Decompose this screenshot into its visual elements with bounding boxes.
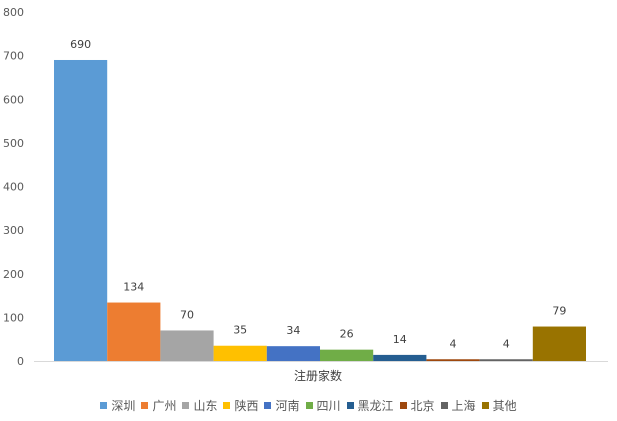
legend: 深圳 广州 山东 陕西 河南 四川 黑龙江 北京 上海 其他 [0,397,617,414]
legend-swatch [481,402,489,409]
data-label: 26 [340,328,354,341]
data-label: 70 [180,308,194,321]
bar [479,359,533,361]
legend-item: 深圳 [100,397,135,414]
legend-swatch [264,402,272,409]
legend-item: 河南 [264,397,300,414]
legend-label: 河南 [275,399,300,413]
x-category-label: 注册家数 [294,368,342,383]
legend-label: 黑龙江 [357,399,394,413]
data-label: 4 [450,337,457,350]
data-label: 134 [123,281,144,294]
bar [426,359,480,361]
data-label: 14 [393,333,407,346]
bar [107,302,161,361]
legend-swatch [182,402,190,409]
legend-item: 山东 [182,397,217,414]
bar [54,59,108,362]
legend-item: 四川 [305,397,341,414]
legend-swatch [141,402,149,409]
y-tick-label: 200 [3,268,24,281]
legend-item: 北京 [399,397,435,414]
bar [373,354,427,361]
bar [266,346,320,361]
bar [532,326,586,361]
legend-swatch [399,402,407,409]
bar [160,330,214,361]
legend-label: 广州 [152,399,177,413]
y-tick-label: 500 [3,137,24,150]
legend-label: 其他 [492,399,517,413]
data-label: 690 [70,38,91,51]
data-label: 35 [233,324,247,337]
legend-item: 上海 [440,397,476,414]
legend-swatch [100,402,108,409]
bar [213,345,267,361]
legend-label: 北京 [410,399,435,413]
y-tick-label: 700 [3,50,24,63]
legend-label: 上海 [451,399,476,413]
legend-swatch [305,402,313,409]
legend-swatch [440,402,448,409]
data-label: 79 [552,305,566,318]
legend-item: 陕西 [223,397,258,414]
bar [320,349,374,361]
legend-label: 山东 [193,399,218,413]
data-label: 4 [503,337,510,350]
legend-item: 其他 [481,397,517,414]
y-tick-label: 300 [3,224,24,237]
legend-label: 四川 [316,399,341,413]
y-tick-label: 600 [3,93,24,106]
legend-swatch [346,402,354,409]
data-label: 34 [286,324,300,337]
y-tick-label: 400 [3,181,24,194]
legend-item: 广州 [141,397,176,414]
legend-swatch [223,402,231,409]
y-tick-label: 100 [3,311,24,324]
y-tick-label: 800 [3,6,24,19]
legend-label: 深圳 [111,399,136,413]
legend-item: 黑龙江 [346,397,394,414]
y-tick-label: 0 [17,355,24,368]
legend-label: 陕西 [234,399,259,413]
